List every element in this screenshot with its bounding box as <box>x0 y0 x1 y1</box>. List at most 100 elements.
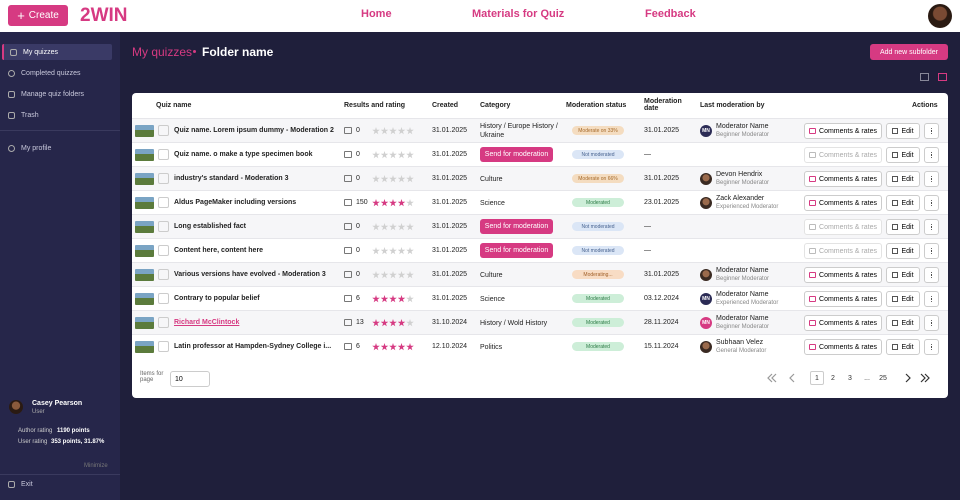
column-header[interactable]: Category <box>480 102 511 109</box>
moderation-date: — <box>644 151 651 158</box>
edit-button[interactable]: Edit <box>886 171 920 187</box>
breadcrumb-parent[interactable]: My quizzes <box>132 45 193 59</box>
quiz-name[interactable]: Quiz name. Lorem ipsum dummy - Moderatio… <box>174 127 334 134</box>
sidebar-item[interactable]: Completed quizzes <box>2 65 112 81</box>
user-name: Casey Pearson <box>32 400 83 407</box>
quiz-name[interactable]: Richard McClintock <box>174 319 240 326</box>
page-button[interactable]: 3 <box>848 374 852 382</box>
send-for-moderation-button[interactable]: Send for moderation <box>480 243 553 258</box>
link-button[interactable] <box>158 245 169 256</box>
dot <box>930 274 933 276</box>
page-arrow[interactable] <box>919 373 931 385</box>
minimize-button[interactable]: Minimize <box>84 463 108 469</box>
edit-button[interactable]: Edit <box>886 147 920 163</box>
nav-link[interactable]: Materials for Quiz <box>472 8 565 20</box>
results-count[interactable]: 6 <box>356 343 360 350</box>
more-button[interactable] <box>924 291 939 307</box>
quiz-name[interactable]: Quiz name. o make a type specimen book <box>174 151 313 158</box>
column-header[interactable]: Moderation status <box>566 102 627 109</box>
send-for-moderation-button[interactable]: Send for moderation <box>480 219 553 234</box>
quiz-name[interactable]: Content here, content here <box>174 247 264 254</box>
page-button[interactable]: 2 <box>831 374 835 382</box>
page-arrow[interactable] <box>902 373 914 385</box>
more-button[interactable] <box>924 243 939 259</box>
more-button[interactable] <box>924 339 939 355</box>
edit-button[interactable]: Edit <box>886 195 920 211</box>
results-count[interactable]: 0 <box>356 175 360 182</box>
link-button[interactable] <box>158 341 169 352</box>
more-button[interactable] <box>924 195 939 211</box>
logo[interactable]: 2WIN <box>80 5 128 26</box>
results-count[interactable]: 0 <box>356 223 360 230</box>
edit-button[interactable]: Edit <box>886 219 920 235</box>
more-button[interactable] <box>924 123 939 139</box>
edit-button[interactable]: Edit <box>886 315 920 331</box>
link-button[interactable] <box>158 125 169 136</box>
quiz-name[interactable]: industry's standard - Moderation 3 <box>174 175 289 182</box>
more-button[interactable] <box>924 315 939 331</box>
column-header[interactable]: Created <box>432 102 459 109</box>
column-header[interactable]: Last moderation by <box>700 102 765 109</box>
page-arrow[interactable] <box>766 373 778 385</box>
comments-button[interactable]: Comments & rates <box>804 123 882 139</box>
results-count[interactable]: 13 <box>356 319 364 326</box>
grid-view-toggle[interactable] <box>938 73 947 81</box>
exit-button[interactable]: Exit <box>2 476 112 492</box>
quiz-name[interactable]: Various versions have evolved - Moderati… <box>174 271 326 278</box>
link-button[interactable] <box>158 197 169 208</box>
quiz-name[interactable]: Aldus PageMaker including versions <box>174 199 297 206</box>
profile-avatar[interactable] <box>928 4 952 28</box>
nav-link[interactable]: Feedback <box>645 8 696 20</box>
quiz-name[interactable]: Contrary to popular belief <box>174 295 260 302</box>
comments-button[interactable]: Comments & rates <box>804 339 882 355</box>
sidebar-item[interactable]: My quizzes <box>2 44 112 60</box>
link-button[interactable] <box>158 317 169 328</box>
column-header[interactable]: Quiz name <box>156 102 192 109</box>
add-subfolder-button[interactable]: Add new subfolder <box>870 44 948 60</box>
edit-button[interactable]: Edit <box>886 267 920 283</box>
page-button[interactable]: 25 <box>879 374 887 382</box>
page-button[interactable]: ... <box>864 374 870 382</box>
comments-icon <box>809 200 817 206</box>
comments-button[interactable]: Comments & rates <box>804 195 882 211</box>
sidebar-item[interactable]: Manage quiz folders <box>2 86 112 102</box>
page-arrow[interactable] <box>787 373 799 385</box>
comments-button[interactable]: Comments & rates <box>804 291 882 307</box>
link-button[interactable] <box>158 269 169 280</box>
results-count[interactable]: 0 <box>356 247 360 254</box>
column-header[interactable]: Moderation date <box>644 98 682 112</box>
results-count[interactable]: 0 <box>356 151 360 158</box>
results-count[interactable]: 0 <box>356 271 360 278</box>
more-button[interactable] <box>924 267 939 283</box>
results-count[interactable]: 0 <box>356 127 360 134</box>
more-button[interactable] <box>924 219 939 235</box>
results-count[interactable]: 6 <box>356 295 360 302</box>
list-view-toggle[interactable] <box>920 73 929 81</box>
comments-button[interactable]: Comments & rates <box>804 315 882 331</box>
comments-button[interactable]: Comments & rates <box>804 171 882 187</box>
link-button[interactable] <box>158 173 169 184</box>
quiz-name[interactable]: Latin professor at Hampden-Sydney Colleg… <box>174 343 332 350</box>
edit-button[interactable]: Edit <box>886 243 920 259</box>
link-button[interactable] <box>158 293 169 304</box>
comments-button[interactable]: Comments & rates <box>804 267 882 283</box>
quiz-name[interactable]: Long established fact <box>174 223 246 230</box>
items-per-page-select[interactable]: 10 <box>170 371 210 387</box>
sidebar-item[interactable]: My profile <box>2 140 112 156</box>
sidebar-item[interactable]: Trash <box>2 107 112 123</box>
dot <box>930 199 933 202</box>
page-button[interactable]: 1 <box>810 371 824 385</box>
send-for-moderation-button[interactable]: Send for moderation <box>480 147 553 162</box>
more-button[interactable] <box>924 171 939 187</box>
nav-link[interactable]: Home <box>361 8 392 20</box>
edit-button[interactable]: Edit <box>886 123 920 139</box>
results-count[interactable]: 150 <box>356 199 368 206</box>
column-header[interactable]: Results and rating <box>344 102 406 109</box>
edit-label: Edit <box>901 199 914 207</box>
edit-button[interactable]: Edit <box>886 339 920 355</box>
create-button[interactable]: + Create <box>8 5 68 26</box>
link-button[interactable] <box>158 221 169 232</box>
link-button[interactable] <box>158 149 169 160</box>
more-button[interactable] <box>924 147 939 163</box>
edit-button[interactable]: Edit <box>886 291 920 307</box>
